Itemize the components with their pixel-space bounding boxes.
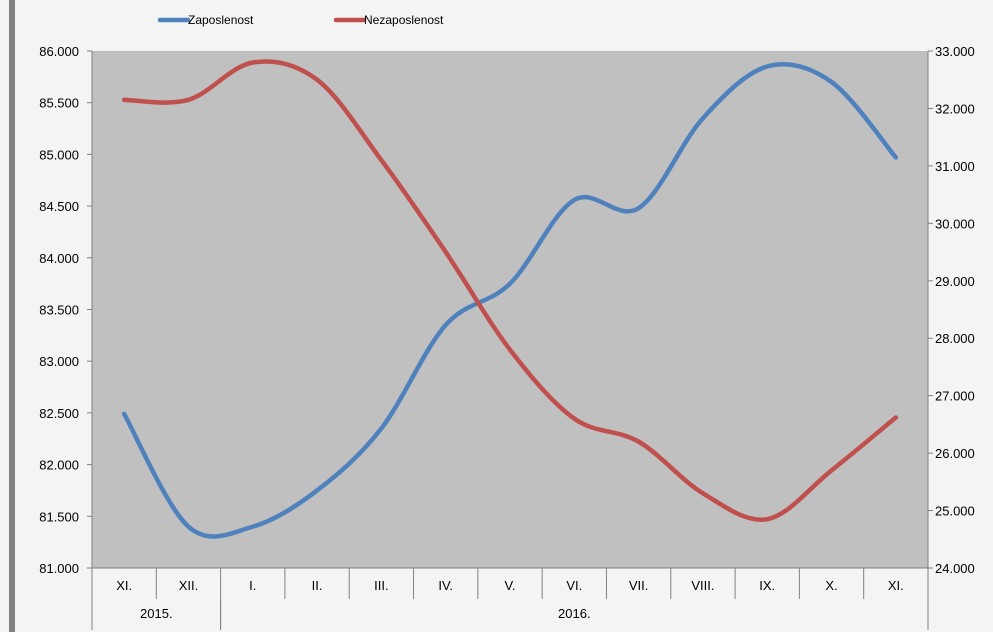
x-tick-label: VII. bbox=[629, 578, 649, 593]
y-left-tick-label: 82.000 bbox=[39, 458, 79, 473]
y-left-tick-label: 84.500 bbox=[39, 199, 79, 214]
year-group-label: 2015. bbox=[140, 606, 173, 621]
x-tick-label: XI. bbox=[116, 578, 132, 593]
left-edge-bar bbox=[9, 0, 15, 632]
y-left-tick-label: 81.000 bbox=[39, 561, 79, 576]
y-left-tick-label: 86.000 bbox=[39, 44, 79, 59]
y-right-tick-label: 30.000 bbox=[935, 216, 975, 231]
legend-label-nezaposlenost: Nezaposlenost bbox=[364, 13, 444, 27]
series-layer bbox=[121, 59, 899, 539]
series-line-zaposlenost bbox=[121, 62, 899, 539]
y-right-tick-label: 27.000 bbox=[935, 389, 975, 404]
x-axis: XI. XII. I. II. III. IV. V. VI. VII. VIII. IX. X. XI… bbox=[91, 567, 929, 630]
x-tick-label: XI. bbox=[888, 578, 904, 593]
x-tick-label: VI. bbox=[566, 578, 582, 593]
y-right-tick-label: 26.000 bbox=[935, 446, 975, 461]
y-right-tick-label: 24.000 bbox=[935, 561, 975, 576]
y-axis-left: 81.000 81.500 82.000 82.500 83.000 83.500 84.0… bbox=[39, 44, 93, 576]
y-right-tick-label: 25.000 bbox=[935, 504, 975, 519]
legend-label-zaposlenost: Zaposlenost bbox=[188, 13, 254, 27]
x-tick-label: X. bbox=[825, 578, 837, 593]
y-right-tick-label: 28.000 bbox=[935, 331, 975, 346]
y-left-tick-label: 85.000 bbox=[39, 147, 79, 162]
x-tick-label: XII. bbox=[179, 578, 199, 593]
y-right-tick-label: 29.000 bbox=[935, 274, 975, 289]
y-left-tick-label: 84.000 bbox=[39, 251, 79, 266]
y-right-tick-label: 32.000 bbox=[935, 101, 975, 116]
x-tick-label: I. bbox=[249, 578, 256, 593]
x-tick-label: IX. bbox=[759, 578, 775, 593]
x-tick-label: VIII. bbox=[691, 578, 714, 593]
legend: Zaposlenost Nezaposlenost bbox=[157, 13, 444, 27]
y-right-tick-label: 31.000 bbox=[935, 159, 975, 174]
y-left-tick-label: 82.500 bbox=[39, 406, 79, 421]
x-tick-label: II. bbox=[312, 578, 323, 593]
year-group-label: 2016. bbox=[558, 606, 591, 621]
y-right-tick-label: 33.000 bbox=[935, 44, 975, 59]
x-tick-label: III. bbox=[374, 578, 388, 593]
x-tick-label: V. bbox=[504, 578, 515, 593]
x-tick-label: IV. bbox=[438, 578, 453, 593]
y-left-tick-label: 83.000 bbox=[39, 354, 79, 369]
y-left-tick-label: 81.500 bbox=[39, 509, 79, 524]
y-left-tick-label: 83.500 bbox=[39, 303, 79, 318]
series-line-nezaposlenost bbox=[121, 59, 899, 522]
y-left-tick-label: 85.500 bbox=[39, 96, 79, 111]
plot-area bbox=[92, 51, 928, 568]
y-axis-right: 24.000 25.000 26.000 27.000 28.000 29.000 30.0… bbox=[927, 44, 975, 576]
